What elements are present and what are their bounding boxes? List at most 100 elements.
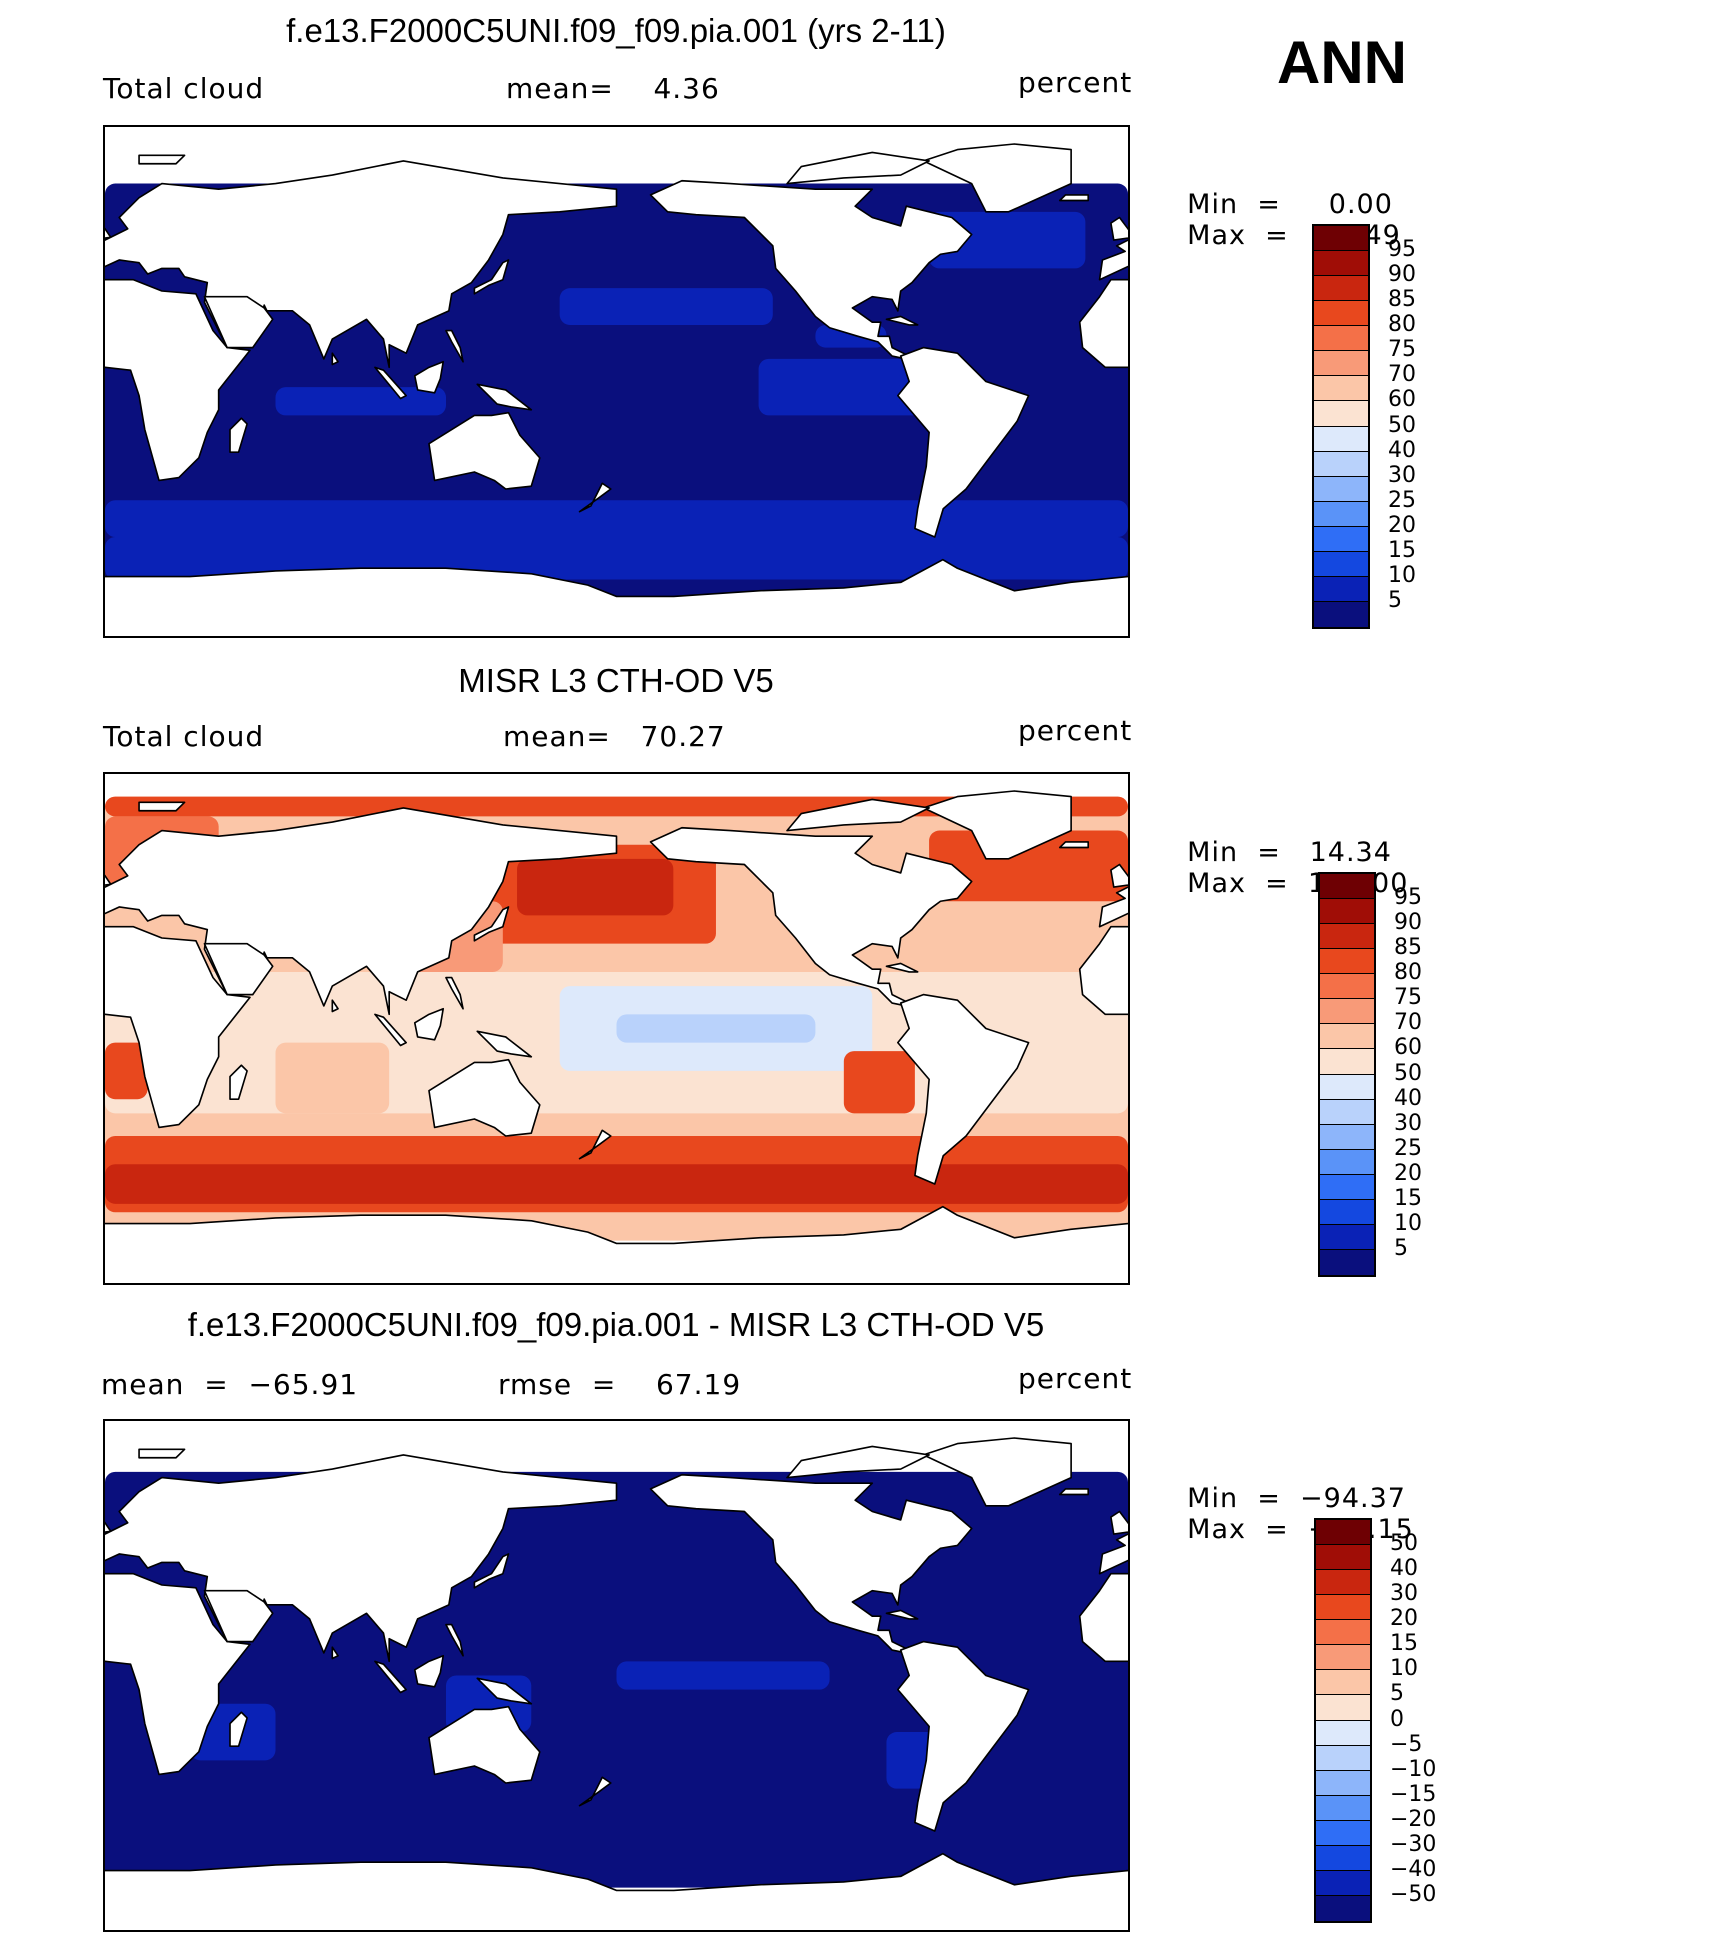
land-srilanka (331, 352, 339, 366)
field-region (843, 1051, 915, 1114)
colorbar-tick-label: −40 (1390, 1856, 1437, 1882)
panel-2-mean-label: mean= 70.27 (503, 720, 726, 753)
panel-3-minmax: Min = −94.37 Max = −10.15 (1168, 1452, 1414, 1545)
land-arabia (203, 1589, 274, 1643)
land-sumatra (374, 1660, 407, 1694)
colorbar-tick-label: 50 (1390, 1531, 1418, 1557)
land-madagascar (229, 1064, 248, 1100)
land-cuba (885, 1609, 919, 1620)
land-iceland (1058, 841, 1090, 849)
land-antarctica (105, 1215, 617, 1283)
colorbar-swatch (1314, 426, 1368, 452)
colorbar-tick-label: 95 (1388, 237, 1416, 263)
colorbar-swatch (1320, 924, 1374, 950)
panel-1-colorbar (1312, 224, 1370, 629)
land-nz (578, 1129, 612, 1160)
colorbar-tick-label: 85 (1394, 935, 1422, 961)
field-region (616, 1014, 816, 1043)
colorbar-swatch (1320, 899, 1374, 925)
colorbar-swatch (1316, 1870, 1370, 1896)
field-region (929, 211, 1086, 269)
colorbar-swatch (1320, 874, 1374, 900)
colorbar-tick-label: 90 (1394, 910, 1422, 936)
land-africa (105, 278, 251, 482)
panel-1-title: f.e13.F2000C5UNI.f09_f09.pia.001 (yrs 2-… (286, 12, 946, 49)
land-srilanka (331, 1646, 339, 1660)
colorbar-tick-label: 30 (1390, 1581, 1418, 1607)
colorbar-swatch (1320, 1024, 1374, 1050)
colorbar-tick-label: 20 (1394, 1160, 1422, 1186)
land-antarctica (105, 568, 617, 636)
colorbar-tick-label: 75 (1394, 985, 1422, 1011)
land-antarctica_w (616, 1206, 1128, 1283)
land-greenland (922, 790, 1072, 860)
colorbar-swatch (1316, 1770, 1370, 1796)
colorbar-swatch (1314, 401, 1368, 427)
colorbar-tick-label: 40 (1390, 1556, 1418, 1582)
land-canada_isl (786, 1445, 930, 1479)
land-africa (1078, 1572, 1128, 1663)
colorbar-swatch (1316, 1845, 1370, 1871)
panel-3-units-label: percent (1018, 1362, 1133, 1395)
land-newguinea (476, 383, 533, 411)
colorbar-tick-label: 80 (1388, 312, 1416, 338)
panel-2-map-graphic (105, 774, 1128, 1283)
colorbar-tick-label: 85 (1388, 287, 1416, 313)
colorbar-swatch (1320, 1149, 1374, 1175)
colorbar-tick-label: 15 (1394, 1185, 1422, 1211)
land-svalbard (138, 154, 186, 165)
land-sumatra (374, 366, 407, 400)
colorbar-swatch (1316, 1545, 1370, 1571)
panel-1-units-label: percent (1018, 66, 1133, 99)
land-arabia (203, 942, 274, 996)
colorbar-swatch (1320, 1074, 1374, 1100)
land-uk (105, 874, 112, 886)
land-eurasia (1098, 239, 1128, 281)
colorbar-swatch (1320, 974, 1374, 1000)
land-southamerica (897, 993, 1030, 1185)
colorbar-tick-label: 60 (1394, 1035, 1422, 1061)
antarctic-coastline (105, 558, 1128, 598)
colorbar-tick-label: −15 (1390, 1781, 1437, 1807)
field-region (517, 858, 674, 916)
land-antarctica_w (616, 559, 1128, 636)
colorbar-swatch (1320, 1124, 1374, 1150)
land-africa (1078, 925, 1128, 1016)
colorbar-swatch (1320, 1199, 1374, 1225)
colorbar-swatch (1316, 1570, 1370, 1596)
panel-1-variable-label: Total cloud (103, 72, 265, 105)
land-borneo (413, 1654, 445, 1688)
land-africa (105, 925, 251, 1129)
land-iceland (1058, 194, 1090, 202)
colorbar-swatch (1314, 476, 1368, 502)
land-antarctica_w (616, 1853, 1128, 1930)
land-eurasia (1098, 1533, 1128, 1575)
land-southamerica (897, 346, 1030, 538)
land-northamerica (649, 179, 973, 360)
colorbar-swatch (1314, 551, 1368, 577)
colorbar-swatch (1314, 376, 1368, 402)
colorbar-tick-label: 40 (1394, 1085, 1422, 1111)
land-africa (105, 1572, 251, 1776)
land-australia (428, 1705, 541, 1784)
colorbar-swatch (1314, 526, 1368, 552)
land-africa (1078, 278, 1128, 369)
land-uk (1110, 216, 1128, 241)
colorbar-swatch (1314, 501, 1368, 527)
panel-3-max: Max = −10.15 (1187, 1514, 1414, 1545)
colorbar-tick-label: 40 (1388, 437, 1416, 463)
panel-2-min: Min = 14.34 (1187, 837, 1392, 868)
panel-3-map (103, 1419, 1130, 1932)
panel-2-colorbar (1318, 872, 1376, 1277)
colorbar-swatch (1316, 1795, 1370, 1821)
land-borneo (413, 1007, 445, 1041)
colorbar-swatch (1314, 326, 1368, 352)
land-eurasia (1098, 886, 1128, 928)
colorbar-tick-label: 5 (1394, 1235, 1408, 1261)
panel-1-map-graphic (105, 127, 1128, 636)
colorbar-tick-label: 75 (1388, 337, 1416, 363)
colorbar-tick-label: 5 (1388, 587, 1402, 613)
colorbar-tick-label: −20 (1390, 1806, 1437, 1832)
colorbar-swatch (1316, 1820, 1370, 1846)
colorbar-swatch (1320, 1224, 1374, 1250)
